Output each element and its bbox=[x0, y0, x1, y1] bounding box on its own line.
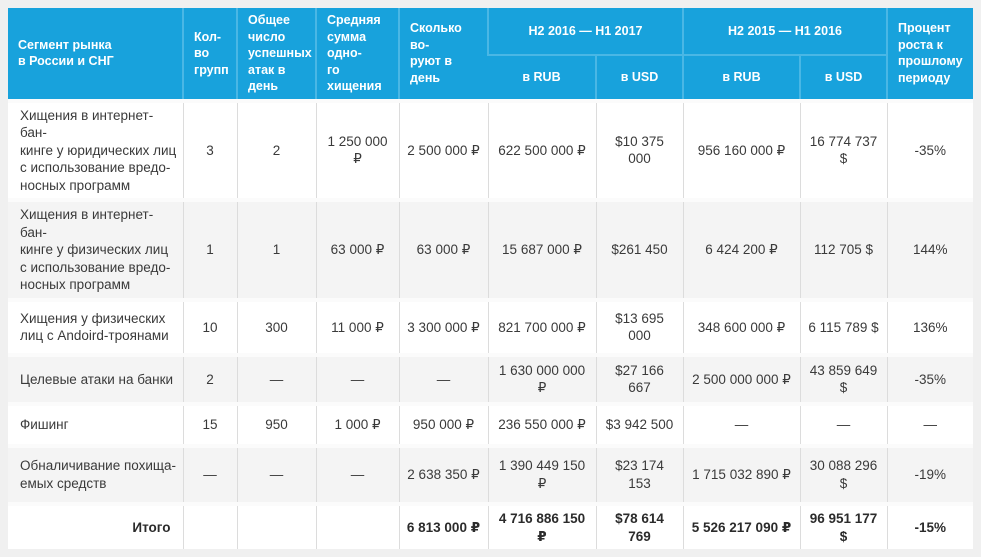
cell-usd-2015-2016: 16 774 737 $ bbox=[799, 98, 887, 201]
cell-daily-theft: 2 638 350 ₽ bbox=[398, 443, 488, 504]
total-rub-2015-2016: 5 526 217 090 ₽ bbox=[682, 501, 800, 550]
cell-rub-2015-2016: 956 160 000 ₽ bbox=[682, 98, 800, 201]
cell-avg-theft: 63 000 ₽ bbox=[315, 198, 399, 300]
table-body: Хищения в интернет-бан- кинге у юридичес… bbox=[8, 98, 973, 550]
cell-groups-count: 10 bbox=[182, 297, 237, 355]
total-avg-theft bbox=[315, 501, 399, 550]
table-row: Хищения в интернет-бан- кинге у физическ… bbox=[8, 198, 973, 300]
cell-avg-theft: — bbox=[315, 352, 399, 404]
cell-daily-theft: 950 000 ₽ bbox=[398, 401, 488, 446]
header-rub-2015-2016: в RUB bbox=[682, 54, 800, 101]
cell-successful-attacks: — bbox=[236, 443, 316, 504]
cell-usd-2016-2017: $23 174 153 bbox=[595, 443, 683, 504]
cell-rub-2015-2016: 1 715 032 890 ₽ bbox=[682, 443, 800, 504]
cell-daily-theft: 3 300 000 ₽ bbox=[398, 297, 488, 355]
table-row: Хищения у физических лиц с Andoird-троян… bbox=[8, 297, 973, 355]
cell-segment: Хищения в интернет-бан- кинге у юридичес… bbox=[8, 98, 183, 201]
cell-daily-theft: 63 000 ₽ bbox=[398, 198, 488, 300]
header-segment: Сегмент рынка в России и СНГ bbox=[8, 8, 183, 101]
cell-segment: Целевые атаки на банки bbox=[8, 352, 183, 404]
header-growth-percent: Процент роста к прошлому периоду bbox=[886, 8, 973, 101]
cell-rub-2015-2016: — bbox=[682, 401, 800, 446]
cell-growth-percent: -35% bbox=[886, 352, 973, 404]
cell-successful-attacks: 1 bbox=[236, 198, 316, 300]
cell-usd-2015-2016: — bbox=[799, 401, 887, 446]
cell-segment: Хищения в интернет-бан- кинге у физическ… bbox=[8, 198, 183, 300]
cell-groups-count: 2 bbox=[182, 352, 237, 404]
cell-usd-2016-2017: $13 695 000 bbox=[595, 297, 683, 355]
cell-usd-2016-2017: $10 375 000 bbox=[595, 98, 683, 201]
total-row: Итого 6 813 000 ₽ 4 716 886 150 ₽ $78 61… bbox=[8, 501, 973, 550]
header-period-2016-2017: H2 2016 — H1 2017 bbox=[487, 8, 683, 56]
cell-usd-2015-2016: 43 859 649 $ bbox=[799, 352, 887, 404]
cell-avg-theft: — bbox=[315, 443, 399, 504]
cybercrime-market-table: Сегмент рынка в России и СНГ Кол-во груп… bbox=[8, 8, 973, 550]
cell-usd-2016-2017: $27 166 667 bbox=[595, 352, 683, 404]
cell-daily-theft: 2 500 000 ₽ bbox=[398, 98, 488, 201]
cell-avg-theft: 1 000 ₽ bbox=[315, 401, 399, 446]
cell-successful-attacks: 950 bbox=[236, 401, 316, 446]
table-row: Хищения в интернет-бан- кинге у юридичес… bbox=[8, 98, 973, 201]
cell-growth-percent: — bbox=[886, 401, 973, 446]
cell-successful-attacks: 2 bbox=[236, 98, 316, 201]
cell-rub-2015-2016: 6 424 200 ₽ bbox=[682, 198, 800, 300]
total-usd-2016-2017: $78 614 769 bbox=[595, 501, 683, 550]
table-row: Целевые атаки на банки 2 — — — 1 630 000… bbox=[8, 352, 973, 404]
cell-successful-attacks: 300 bbox=[236, 297, 316, 355]
total-groups-count bbox=[182, 501, 237, 550]
cell-groups-count: 1 bbox=[182, 198, 237, 300]
total-rub-2016-2017: 4 716 886 150 ₽ bbox=[487, 501, 596, 550]
table-header: Сегмент рынка в России и СНГ Кол-во груп… bbox=[8, 8, 973, 101]
cell-rub-2016-2017: 1 630 000 000 ₽ bbox=[487, 352, 596, 404]
header-usd-2016-2017: в USD bbox=[595, 54, 683, 101]
table-row: Обналичивание похища- емых средств — — —… bbox=[8, 443, 973, 504]
header-successful-attacks: Общее число успешных атак в день bbox=[236, 8, 316, 101]
cell-groups-count: 3 bbox=[182, 98, 237, 201]
cell-segment: Хищения у физических лиц с Andoird-троян… bbox=[8, 297, 183, 355]
header-usd-2015-2016: в USD bbox=[799, 54, 887, 101]
cell-growth-percent: 144% bbox=[886, 198, 973, 300]
cell-usd-2016-2017: $3 942 500 bbox=[595, 401, 683, 446]
header-avg-theft: Средняя сумма одно- го хищения bbox=[315, 8, 399, 101]
total-daily-theft: 6 813 000 ₽ bbox=[398, 501, 488, 550]
table-row: Фишинг 15 950 1 000 ₽ 950 000 ₽ 236 550 … bbox=[8, 401, 973, 446]
cell-segment: Обналичивание похища- емых средств bbox=[8, 443, 183, 504]
total-label: Итого bbox=[8, 501, 183, 550]
cell-rub-2015-2016: 2 500 000 000 ₽ bbox=[682, 352, 800, 404]
header-groups-count: Кол-во групп bbox=[182, 8, 237, 101]
cell-segment: Фишинг bbox=[8, 401, 183, 446]
total-successful-attacks bbox=[236, 501, 316, 550]
header-daily-theft: Сколько во- руют в день bbox=[398, 8, 488, 101]
cell-growth-percent: -35% bbox=[886, 98, 973, 201]
cell-successful-attacks: — bbox=[236, 352, 316, 404]
total-growth-percent: -15% bbox=[886, 501, 973, 550]
cell-rub-2016-2017: 236 550 000 ₽ bbox=[487, 401, 596, 446]
total-usd-2015-2016: 96 951 177 $ bbox=[799, 501, 887, 550]
cell-avg-theft: 11 000 ₽ bbox=[315, 297, 399, 355]
cell-avg-theft: 1 250 000 ₽ bbox=[315, 98, 399, 201]
cell-growth-percent: -19% bbox=[886, 443, 973, 504]
cell-rub-2015-2016: 348 600 000 ₽ bbox=[682, 297, 800, 355]
cell-growth-percent: 136% bbox=[886, 297, 973, 355]
cell-groups-count: — bbox=[182, 443, 237, 504]
header-rub-2016-2017: в RUB bbox=[488, 54, 596, 101]
cell-usd-2015-2016: 112 705 $ bbox=[799, 198, 887, 300]
cell-rub-2016-2017: 622 500 000 ₽ bbox=[487, 98, 596, 201]
cell-usd-2016-2017: $261 450 bbox=[595, 198, 683, 300]
header-period-2015-2016: H2 2015 — H1 2016 bbox=[682, 8, 887, 56]
cell-daily-theft: — bbox=[398, 352, 488, 404]
cell-usd-2015-2016: 30 088 296 $ bbox=[799, 443, 887, 504]
cell-rub-2016-2017: 1 390 449 150 ₽ bbox=[487, 443, 596, 504]
cell-rub-2016-2017: 821 700 000 ₽ bbox=[487, 297, 596, 355]
cell-usd-2015-2016: 6 115 789 $ bbox=[799, 297, 887, 355]
cell-rub-2016-2017: 15 687 000 ₽ bbox=[487, 198, 596, 300]
cell-groups-count: 15 bbox=[182, 401, 237, 446]
